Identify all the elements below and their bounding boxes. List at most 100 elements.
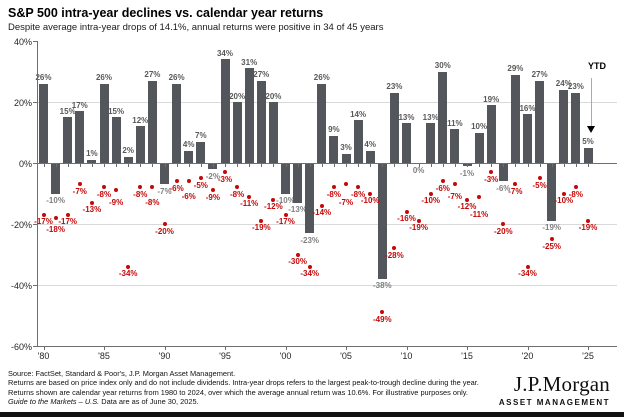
x-year-tick	[467, 164, 468, 167]
return-bar-label: -7%	[157, 186, 172, 196]
decline-label: -8%	[145, 197, 160, 207]
decline-label: -6%	[169, 183, 184, 193]
x-bottom-tick	[588, 346, 589, 350]
x-bottom-tick	[164, 346, 166, 350]
return-bar-label: 9%	[328, 125, 340, 135]
page-title: S&P 500 intra-year declines vs. calendar…	[8, 6, 324, 20]
decline-dot	[210, 188, 215, 193]
decline-dot	[102, 185, 106, 190]
x-year-tick	[563, 164, 565, 167]
return-bar	[123, 156, 133, 163]
return-bar	[305, 163, 315, 234]
decline-dot	[561, 191, 566, 196]
x-year-tick	[164, 164, 166, 167]
x-tick-label: '10	[400, 351, 413, 361]
return-bar	[160, 163, 169, 185]
return-bar-label: 20%	[265, 91, 282, 101]
return-bar-label: 34%	[216, 48, 233, 58]
return-bar-label: 2%	[122, 146, 134, 156]
x-year-tick	[394, 164, 396, 167]
decline-label: -12%	[264, 202, 283, 212]
decline-label: -8%	[568, 189, 583, 199]
decline-label: -8%	[350, 189, 366, 199]
decline-dot	[41, 212, 46, 217]
y-tick-label: -40%	[10, 280, 32, 291]
decline-label: -49%	[372, 314, 392, 324]
decline-label: -20%	[493, 226, 513, 236]
return-bar	[438, 71, 448, 163]
footnote-line: Source: FactSet, Standard & Poor's, J.P.…	[8, 369, 236, 378]
decline-label: -8%	[229, 189, 245, 199]
x-tick-label: '25	[582, 351, 594, 361]
return-bar	[535, 80, 545, 163]
x-bottom-tick	[527, 346, 529, 350]
decline-dot	[198, 176, 203, 181]
x-year-tick	[152, 164, 154, 167]
return-bar-label: 1%	[86, 149, 98, 159]
x-year-tick	[91, 164, 93, 167]
y-axis-tick	[33, 224, 37, 225]
return-bar-label: 5%	[582, 137, 594, 147]
footnote-line: Returns shown are calendar year returns …	[8, 387, 468, 397]
x-year-tick	[346, 164, 347, 167]
return-bar-label: -10%	[46, 196, 65, 205]
x-year-tick	[479, 164, 481, 167]
return-bar	[256, 80, 266, 163]
return-bar	[232, 102, 242, 163]
return-bar	[510, 74, 520, 163]
decline-label: -7%	[338, 197, 354, 207]
x-year-tick	[527, 164, 529, 167]
return-bar	[281, 163, 290, 194]
x-bottom-tick	[285, 346, 287, 350]
decline-dot	[89, 200, 94, 205]
return-bar-label: 15%	[108, 106, 125, 116]
x-year-tick	[43, 164, 45, 167]
x-year-tick	[237, 164, 239, 167]
ytd-arrow-line	[591, 78, 592, 126]
x-tick-label: '95	[219, 351, 231, 361]
return-bar	[402, 123, 411, 163]
x-year-tick	[176, 164, 178, 167]
decline-label: -13%	[82, 205, 102, 215]
x-year-tick	[79, 164, 81, 167]
x-year-tick	[200, 164, 202, 167]
decline-dot	[223, 170, 227, 175]
decline-label: -3%	[484, 174, 499, 184]
return-bar-label: 26%	[313, 73, 330, 83]
x-year-tick	[430, 164, 432, 167]
decline-dot	[404, 209, 409, 214]
x-bottom-tick	[225, 346, 226, 350]
decline-dot	[573, 185, 578, 190]
return-bar	[571, 92, 581, 163]
decline-dot	[380, 310, 385, 315]
decline-dot	[356, 185, 361, 190]
decline-label: -14%	[312, 208, 332, 218]
x-tick-label: '90	[158, 351, 171, 361]
decline-dot	[247, 194, 252, 199]
x-bottom-tick	[406, 346, 408, 350]
return-bar	[99, 83, 109, 163]
decline-label: -19%	[578, 223, 598, 233]
decline-label: -17%	[276, 217, 295, 227]
decline-dot	[392, 246, 397, 251]
return-bar-label: 17%	[71, 100, 88, 110]
return-bar	[486, 105, 496, 163]
return-bar	[75, 111, 85, 163]
return-bar	[389, 92, 399, 163]
return-bar-label: 29%	[507, 64, 524, 74]
y-tick-label: -20%	[10, 219, 32, 230]
x-year-tick	[575, 164, 577, 167]
decline-dot	[331, 185, 336, 190]
x-year-tick	[321, 164, 323, 167]
decline-label: -19%	[251, 223, 271, 233]
x-year-tick	[491, 164, 493, 167]
decline-dot	[283, 212, 288, 217]
return-bar	[450, 129, 460, 163]
return-bar	[341, 153, 351, 163]
return-bar-label: 30%	[434, 61, 451, 70]
return-bar-label: 13%	[422, 112, 439, 122]
guide-to-markets-ref: Guide to the Markets – U.S.	[8, 396, 100, 406]
return-bar-label: -2%	[205, 171, 220, 181]
return-bar-label: 15%	[59, 106, 76, 116]
